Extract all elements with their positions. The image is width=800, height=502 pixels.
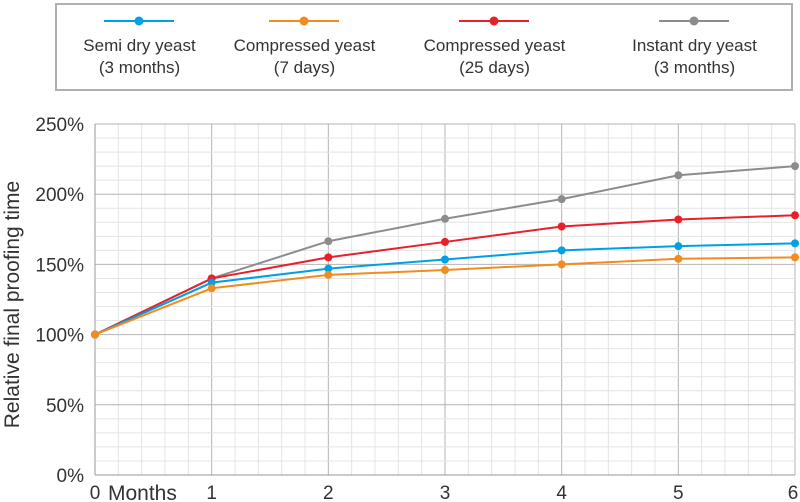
data-point <box>791 211 799 220</box>
data-point <box>674 171 683 180</box>
legend-item: Compressed yeast (25 days) <box>402 5 587 79</box>
data-point <box>557 246 566 255</box>
legend: Semi dry yeast (3 months) Compressed yeas… <box>55 3 793 91</box>
y-tick-label: 100% <box>35 326 84 347</box>
legend-label: Semi dry yeast (3 months) <box>83 36 196 77</box>
y-axis-label: Relative final proofing time <box>1 181 24 428</box>
data-point <box>91 330 99 339</box>
data-point <box>324 264 333 273</box>
x-tick-label: 0 <box>90 483 101 502</box>
data-point <box>324 270 333 279</box>
series-1 <box>91 253 799 339</box>
legend-item: Instant dry yeast (3 months) <box>602 5 787 79</box>
y-tick-label: 50% <box>46 396 84 417</box>
data-point <box>441 266 449 275</box>
data-point <box>557 195 566 204</box>
data-point <box>674 215 683 224</box>
data-point <box>207 284 216 293</box>
legend-marker <box>402 5 587 35</box>
y-tick-label: 0% <box>57 466 85 487</box>
data-point <box>324 237 333 246</box>
legend-label: Compressed yeast (25 days) <box>423 36 566 77</box>
y-tick-label: 250% <box>35 115 84 136</box>
y-tick-label: 200% <box>35 185 84 206</box>
data-point <box>791 253 799 262</box>
legend-label: Compressed yeast (7 days) <box>233 36 376 77</box>
x-tick-label: 2 <box>323 483 334 502</box>
x-axis-label: Months <box>108 482 177 502</box>
legend-item: Compressed yeast (7 days) <box>212 5 397 79</box>
data-point <box>441 237 449 246</box>
data-point <box>441 255 449 264</box>
x-tick-label: 1 <box>206 483 217 502</box>
y-tick-label: 150% <box>35 255 84 276</box>
data-point <box>441 214 449 223</box>
series-0 <box>91 239 799 339</box>
legend-marker <box>47 5 232 35</box>
x-tick-label: 3 <box>440 483 451 502</box>
data-point <box>674 242 683 251</box>
legend-label: Instant dry yeast (3 months) <box>632 36 757 77</box>
data-point <box>791 162 799 171</box>
x-tick-label: 4 <box>556 483 567 502</box>
x-tick-label: 5 <box>673 483 684 502</box>
data-point <box>207 278 216 287</box>
data-point <box>791 239 799 248</box>
data-point <box>557 222 566 231</box>
data-point <box>674 254 683 263</box>
data-point <box>324 253 333 262</box>
legend-item: Semi dry yeast (3 months) <box>47 5 232 79</box>
legend-marker <box>212 5 397 35</box>
data-point <box>557 260 566 269</box>
legend-marker <box>602 5 787 35</box>
x-tick-label: 6 <box>788 483 799 502</box>
